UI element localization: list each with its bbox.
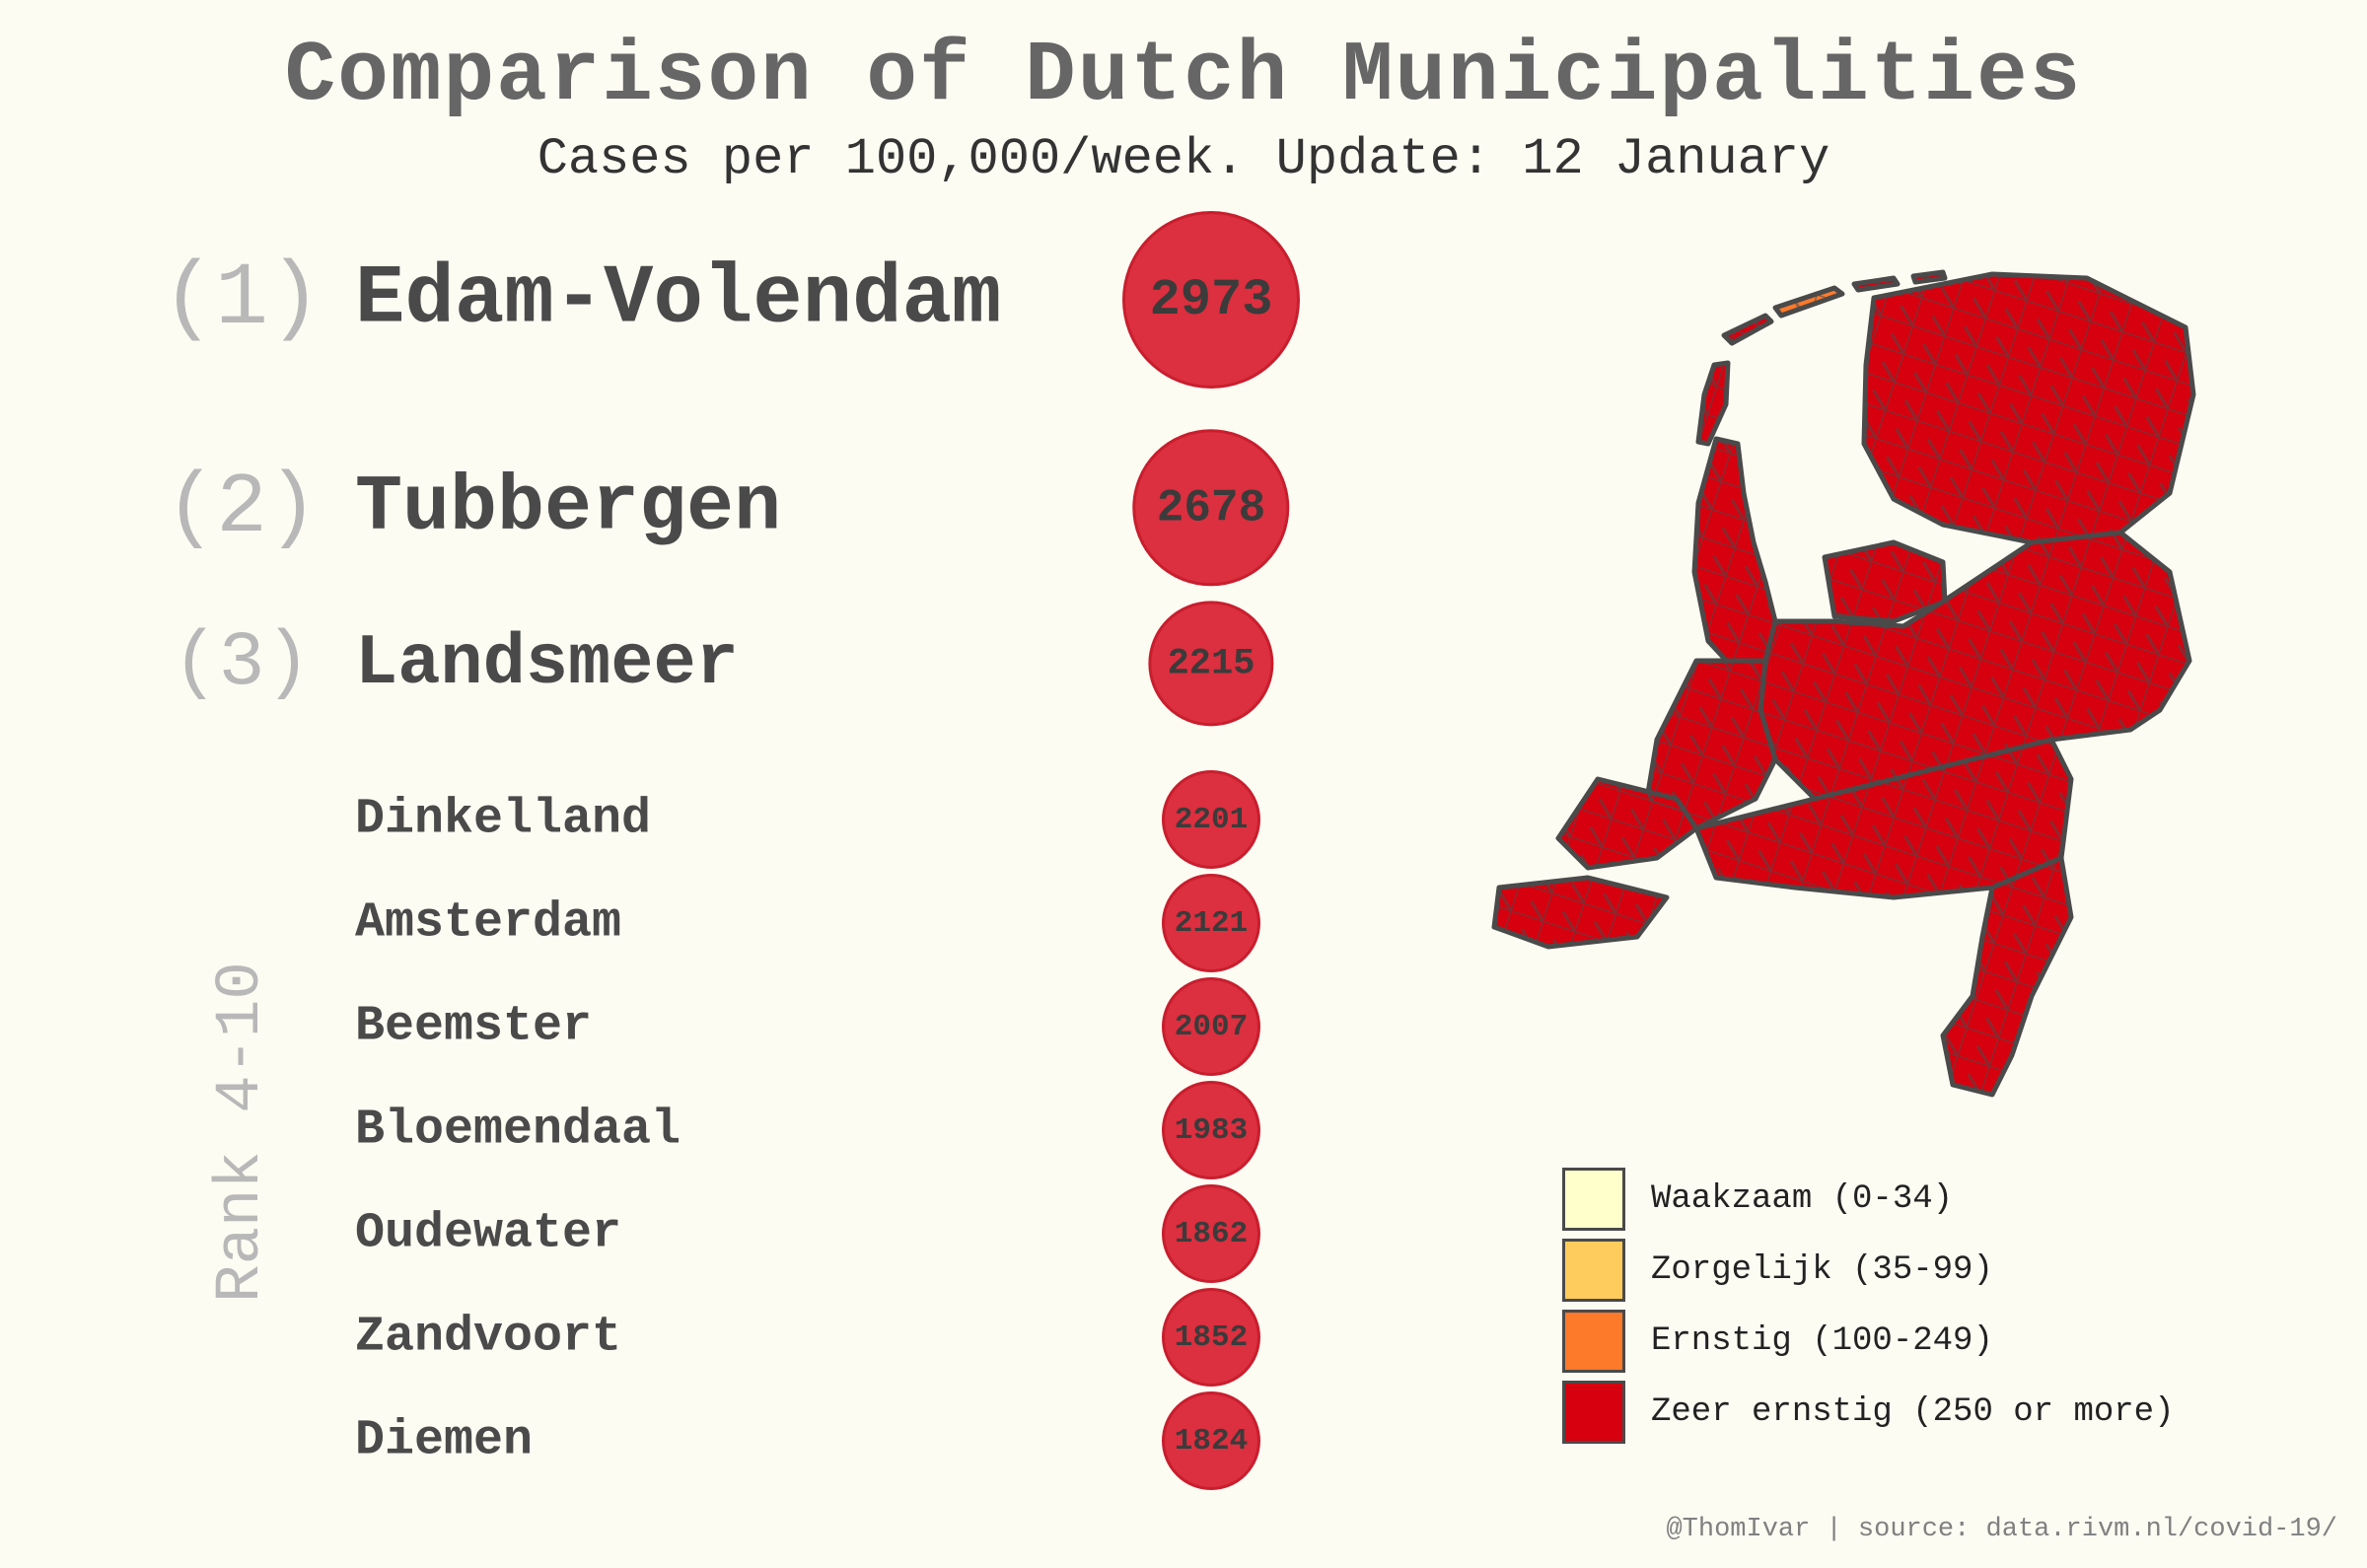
- legend-item: Ernstig (100-249): [1562, 1306, 2175, 1377]
- legend-label: Ernstig (100-249): [1651, 1322, 1993, 1360]
- municipality-name: Amsterdam: [355, 894, 622, 952]
- value-bubble: 1862: [1162, 1184, 1260, 1283]
- legend-label: Waakzaam (0-34): [1651, 1180, 1954, 1218]
- value-label: 2007: [1174, 1009, 1249, 1044]
- rank-number: (2): [165, 460, 319, 556]
- rank-number: (1): [161, 249, 323, 350]
- value-label: 1862: [1174, 1216, 1249, 1251]
- chart-subtitle: Cases per 100,000/week. Update: 12 Janua…: [537, 130, 1830, 188]
- municipality-name: Edam-Volendam: [355, 252, 1002, 347]
- value-bubble: 2121: [1162, 874, 1260, 972]
- value-bubble: 1983: [1162, 1081, 1260, 1179]
- value-label: 2201: [1174, 802, 1249, 837]
- legend-item: Zeer ernstig (250 or more): [1562, 1377, 2175, 1448]
- value-label: 1852: [1174, 1319, 1249, 1355]
- netherlands-map: [1491, 269, 2196, 1098]
- value-label: 2678: [1156, 481, 1266, 534]
- legend-swatch: [1562, 1310, 1625, 1373]
- value-label: 1983: [1174, 1112, 1249, 1148]
- municipality-border-overlay: [1494, 272, 2193, 1095]
- value-bubble: 2973: [1122, 211, 1300, 389]
- value-bubble: 2007: [1162, 977, 1260, 1076]
- municipality-name: Landsmeer: [355, 623, 739, 704]
- legend-label: Zeer ernstig (250 or more): [1651, 1393, 2175, 1431]
- municipality-name: Zandvoort: [355, 1309, 622, 1366]
- legend-swatch: [1562, 1239, 1625, 1302]
- municipality-name: Oudewater: [355, 1205, 622, 1262]
- legend-label: Zorgelijk (35-99): [1651, 1251, 1993, 1289]
- value-bubble: 2215: [1148, 601, 1274, 727]
- value-bubble: 2201: [1162, 770, 1260, 869]
- value-label: 2215: [1167, 643, 1255, 684]
- value-label: 2121: [1174, 905, 1249, 941]
- value-bubble: 2678: [1132, 429, 1290, 587]
- municipality-name: Beemster: [355, 998, 593, 1055]
- legend-swatch: [1562, 1168, 1625, 1231]
- municipality-name: Dinkelland: [355, 791, 652, 848]
- value-label: 2973: [1149, 270, 1273, 329]
- rank-group-label: Rank 4-10: [206, 962, 277, 1303]
- legend-item: Zorgelijk (35-99): [1562, 1235, 2175, 1306]
- value-label: 1824: [1174, 1423, 1249, 1459]
- legend-item: Waakzaam (0-34): [1562, 1164, 2175, 1235]
- value-bubble: 1852: [1162, 1288, 1260, 1387]
- municipality-ranking: (1) Edam-Volendam 2973 (2) Tubbergen 2678 (3) L…: [161, 211, 1300, 1490]
- rank-number: (3): [172, 620, 312, 707]
- municipality-name: Tubbergen: [355, 463, 782, 553]
- map-regions: [1491, 269, 2196, 1098]
- chart-title: Comparison of Dutch Municipalities: [284, 28, 2083, 124]
- legend: Waakzaam (0-34) Zorgelijk (35-99) Ernstig …: [1562, 1164, 2175, 1448]
- municipality-name: Bloemendaal: [355, 1102, 681, 1159]
- value-bubble: 1824: [1162, 1391, 1260, 1490]
- municipality-name: Diemen: [355, 1412, 534, 1469]
- source-credit: @ThomIvar | source: data.rivm.nl/covid-1…: [1666, 1515, 2337, 1544]
- legend-swatch: [1562, 1381, 1625, 1444]
